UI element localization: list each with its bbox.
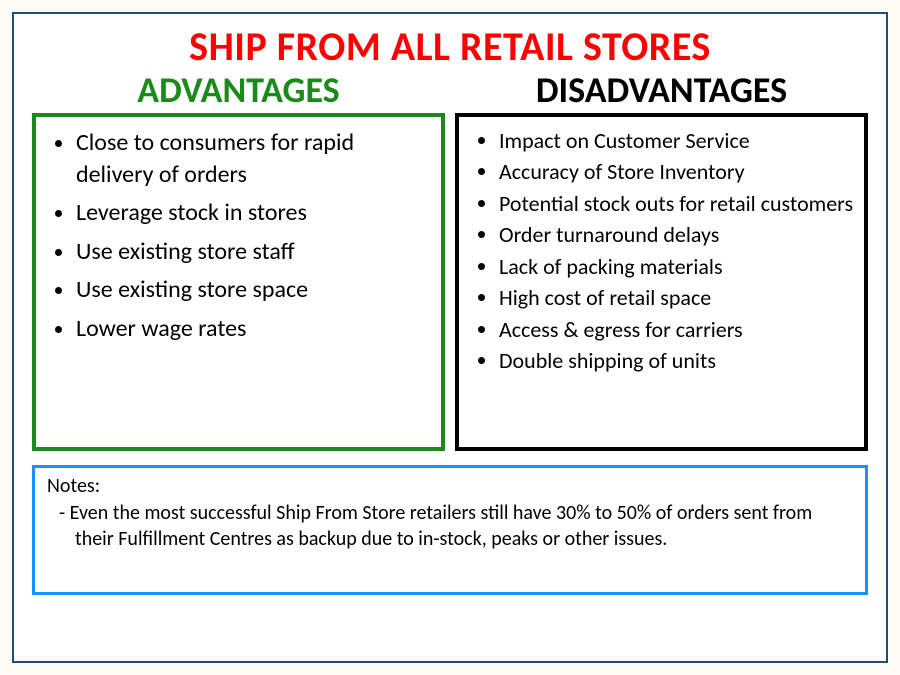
advantages-list: Close to consumers for rapid delivery of… (50, 127, 431, 345)
disadvantages-item: Accuracy of Store Inventory (499, 158, 854, 186)
advantages-item: Close to consumers for rapid delivery of… (76, 127, 431, 192)
slide-frame: SHIP FROM ALL RETAIL STORES ADVANTAGES C… (12, 12, 888, 663)
columns-row: ADVANTAGES Close to consumers for rapid … (32, 71, 868, 451)
disadvantages-column: DISADVANTAGES Impact on Customer Service… (455, 71, 868, 451)
advantages-item: Use existing store space (76, 274, 431, 306)
disadvantages-heading: DISADVANTAGES (455, 71, 868, 111)
disadvantages-item: Potential stock outs for retail customer… (499, 190, 854, 218)
advantages-item: Use existing store staff (76, 236, 431, 268)
disadvantages-item: Access & egress for carriers (499, 316, 854, 344)
disadvantages-box: Impact on Customer Service Accuracy of St… (455, 113, 868, 451)
disadvantages-item: Double shipping of units (499, 347, 854, 375)
notes-label: Notes: (47, 474, 855, 498)
disadvantages-item: Lack of packing materials (499, 253, 854, 281)
notes-item: Even the most successful Ship From Store… (47, 500, 855, 552)
disadvantages-list: Impact on Customer Service Accuracy of St… (473, 127, 854, 375)
disadvantages-item: Impact on Customer Service (499, 127, 854, 155)
advantages-item: Leverage stock in stores (76, 197, 431, 229)
advantages-item: Lower wage rates (76, 313, 431, 345)
notes-box: Notes: Even the most successful Ship Fro… (32, 465, 868, 595)
disadvantages-item: High cost of retail space (499, 284, 854, 312)
notes-list: Even the most successful Ship From Store… (47, 500, 855, 552)
disadvantages-item: Order turnaround delays (499, 221, 854, 249)
advantages-column: ADVANTAGES Close to consumers for rapid … (32, 71, 445, 451)
main-title: SHIP FROM ALL RETAIL STORES (32, 22, 868, 71)
advantages-box: Close to consumers for rapid delivery of… (32, 113, 445, 451)
advantages-heading: ADVANTAGES (32, 71, 445, 111)
